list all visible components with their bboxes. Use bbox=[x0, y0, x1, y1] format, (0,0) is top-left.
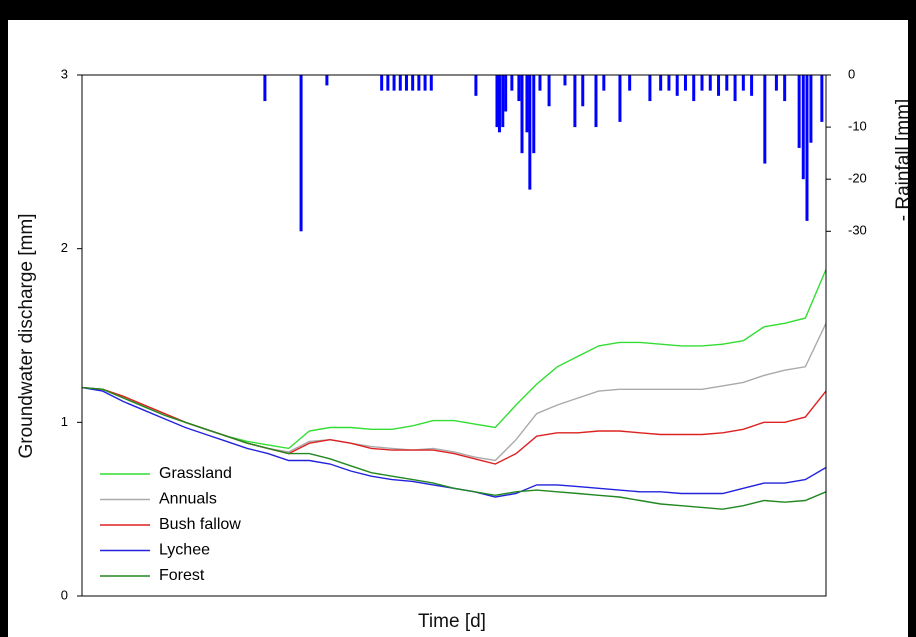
x-axis-label: Time [d] bbox=[418, 611, 486, 632]
rain-bar bbox=[392, 75, 396, 91]
rain-bar bbox=[528, 75, 532, 190]
plot-area: 0 1 2 3 0 -10 -20 -30 Grassland Annuals Bush fallo… bbox=[61, 66, 867, 602]
rain-bar bbox=[386, 75, 390, 91]
rain-bar bbox=[628, 75, 632, 91]
rain-bar bbox=[573, 75, 577, 128]
y2-tick-label: 0 bbox=[848, 66, 855, 81]
y-axis-label: Groundwater discharge [mm] bbox=[16, 214, 37, 459]
rain-bar bbox=[594, 75, 598, 128]
rain-bar bbox=[797, 75, 801, 148]
rain-bar bbox=[717, 75, 721, 96]
rain-bar bbox=[398, 75, 402, 91]
rain-bar bbox=[675, 75, 679, 96]
legend-text: Lychee bbox=[159, 542, 210, 559]
rain-bar bbox=[801, 75, 805, 180]
rain-bar bbox=[667, 75, 671, 91]
rain-bar bbox=[411, 75, 415, 91]
rain-bar bbox=[618, 75, 622, 122]
frame-top bbox=[0, 0, 916, 20]
rain-bar bbox=[504, 75, 508, 112]
y-tick-label: 3 bbox=[61, 66, 68, 81]
rain-bar bbox=[708, 75, 712, 91]
rain-bar bbox=[497, 75, 501, 133]
rain-bar bbox=[602, 75, 606, 91]
legend-text: Grassland bbox=[159, 465, 232, 482]
y2-tick-label: -20 bbox=[848, 171, 867, 186]
rain-bar bbox=[380, 75, 384, 91]
rain-bar bbox=[763, 75, 767, 164]
rain-bar bbox=[750, 75, 754, 96]
rain-bar bbox=[733, 75, 737, 102]
rain-bar bbox=[510, 75, 514, 91]
rain-bar bbox=[501, 75, 505, 128]
rain-bar bbox=[783, 75, 787, 102]
rain-bar bbox=[700, 75, 704, 91]
rain-bar bbox=[805, 75, 809, 221]
y-tick-label: 0 bbox=[61, 587, 68, 602]
rain-bar bbox=[648, 75, 652, 102]
rain-bar bbox=[532, 75, 536, 154]
rain-bar bbox=[517, 75, 521, 102]
y-tick-label: 1 bbox=[61, 414, 68, 429]
rain-bar bbox=[809, 75, 813, 143]
rain-bar bbox=[325, 75, 329, 86]
legend-text: Annuals bbox=[159, 491, 217, 508]
y2-tick-label: -10 bbox=[848, 119, 867, 134]
rain-bar bbox=[299, 75, 303, 232]
y-tick-label: 2 bbox=[61, 240, 68, 255]
rain-bar bbox=[725, 75, 729, 91]
rain-bar bbox=[820, 75, 824, 122]
y2-tick-label: -30 bbox=[848, 223, 867, 238]
rain-bar bbox=[417, 75, 421, 91]
series-line bbox=[81, 386, 827, 510]
rain-bar bbox=[692, 75, 696, 102]
frame-right bbox=[908, 0, 916, 637]
rain-bar bbox=[563, 75, 567, 86]
rain-bar bbox=[659, 75, 663, 91]
rain-bar bbox=[774, 75, 778, 91]
legend-text: Forest bbox=[159, 567, 205, 584]
rain-bar bbox=[525, 75, 529, 133]
plot-frame bbox=[81, 74, 827, 597]
rain-bar bbox=[474, 75, 478, 96]
rain-bar bbox=[263, 75, 267, 102]
rain-bar bbox=[495, 75, 499, 128]
rain-bar bbox=[741, 75, 745, 91]
legend-text: Bush fallow bbox=[159, 516, 241, 533]
rain-bar bbox=[429, 75, 433, 91]
rain-bar bbox=[404, 75, 408, 91]
rain-bar bbox=[520, 75, 524, 154]
rain-bar bbox=[683, 75, 687, 91]
rain-bar bbox=[538, 75, 542, 91]
rain-bar bbox=[547, 75, 551, 107]
frame-left bbox=[0, 0, 8, 637]
rain-bar bbox=[423, 75, 427, 91]
rain-bar bbox=[581, 75, 585, 107]
